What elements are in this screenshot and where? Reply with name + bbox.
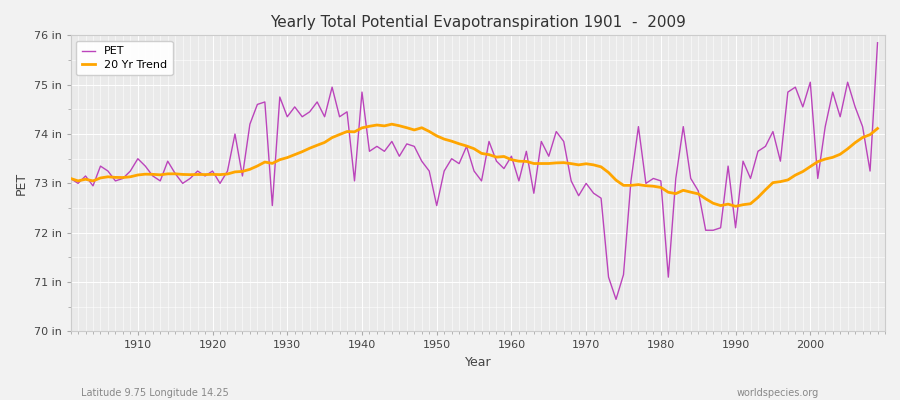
- PET: [125, 169, 136, 174]
- PET: [872, 40, 883, 45]
- Y-axis label: PET: PET: [15, 172, 28, 195]
- 20 Yr Trend: [603, 170, 614, 175]
- Legend: PET, 20 Yr Trend: PET, 20 Yr Trend: [76, 41, 173, 75]
- PET: [65, 176, 76, 181]
- X-axis label: Year: Year: [464, 356, 491, 369]
- 20 Yr Trend: [334, 132, 345, 137]
- 20 Yr Trend: [386, 122, 397, 126]
- PET: [289, 104, 300, 109]
- PET: [506, 154, 517, 159]
- Line: PET: PET: [70, 43, 878, 299]
- 20 Yr Trend: [289, 152, 300, 157]
- PET: [596, 196, 607, 200]
- 20 Yr Trend: [65, 176, 76, 181]
- 20 Yr Trend: [730, 204, 741, 209]
- 20 Yr Trend: [125, 174, 136, 179]
- PET: [334, 114, 345, 119]
- PET: [499, 166, 509, 171]
- Line: 20 Yr Trend: 20 Yr Trend: [70, 124, 878, 206]
- Text: Latitude 9.75 Longitude 14.25: Latitude 9.75 Longitude 14.25: [81, 388, 229, 398]
- Text: worldspecies.org: worldspecies.org: [737, 388, 819, 398]
- PET: [610, 297, 621, 302]
- 20 Yr Trend: [506, 157, 517, 162]
- 20 Yr Trend: [872, 126, 883, 131]
- Title: Yearly Total Potential Evapotranspiration 1901  -  2009: Yearly Total Potential Evapotranspiratio…: [270, 15, 686, 30]
- 20 Yr Trend: [514, 159, 525, 164]
